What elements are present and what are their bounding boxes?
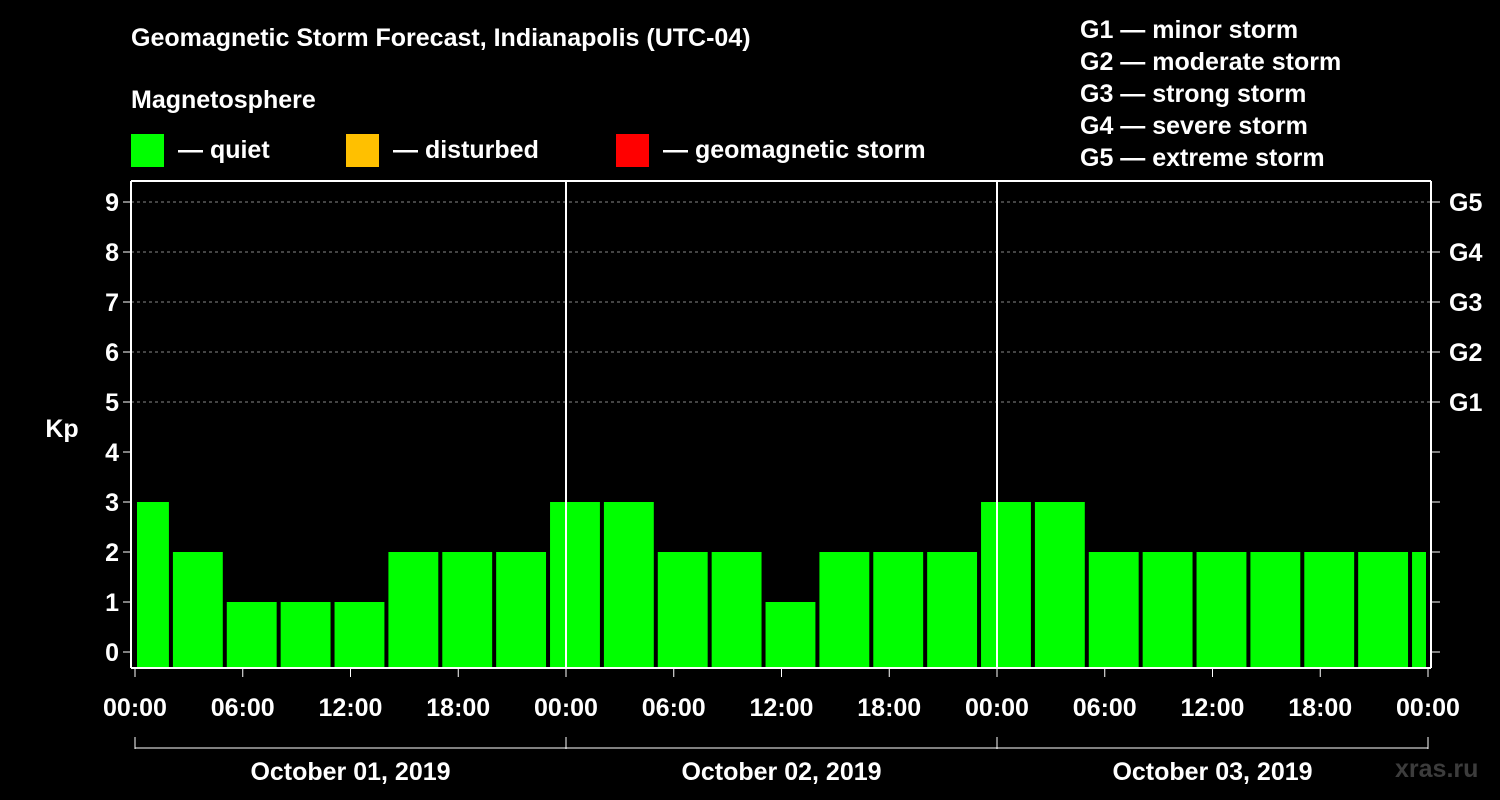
x-tick-label-8: 00:00 — [965, 694, 1029, 722]
bar-13 — [765, 602, 816, 668]
x-tick-label-3: 18:00 — [426, 694, 490, 722]
legend-disturbed: — disturbed — [346, 133, 539, 167]
right-axis-label-g2: G2 — [1449, 339, 1482, 367]
y-tick-label-3: 3 — [105, 489, 119, 517]
bar-11 — [657, 552, 708, 668]
bar-23 — [1304, 552, 1355, 668]
storm-scale-g3: G3 — strong storm — [1080, 80, 1307, 108]
y-tick-label-6: 6 — [105, 339, 119, 367]
bar-10 — [603, 502, 654, 668]
right-axis-label-g1: G1 — [1449, 389, 1482, 417]
bar-18 — [1034, 502, 1085, 668]
bar-5 — [334, 602, 385, 668]
y-tick-label-8: 8 — [105, 239, 119, 267]
legend-disturbed-label: — disturbed — [393, 135, 539, 164]
storm-scale-g5: G5 — extreme storm — [1080, 144, 1325, 172]
y-tick-label-1: 1 — [105, 589, 119, 617]
magnetosphere-heading: Magnetosphere — [131, 86, 316, 114]
bar-12 — [711, 552, 762, 668]
legend-quiet-swatch — [131, 133, 164, 167]
y-tick-label-2: 2 — [105, 539, 119, 567]
legend-storm-swatch — [616, 133, 649, 167]
storm-scale-g4: G4 — severe storm — [1080, 112, 1308, 140]
bar-14 — [819, 552, 870, 668]
bar-9 — [550, 502, 600, 668]
x-tick-label-1: 06:00 — [211, 694, 275, 722]
x-tick-label-11: 18:00 — [1288, 694, 1352, 722]
legend-storm: — geomagnetic storm — [616, 133, 926, 167]
day-label-1: October 01, 2019 — [250, 758, 450, 786]
chart-title: Geomagnetic Storm Forecast, Indianapolis… — [131, 24, 751, 52]
bar-7 — [442, 552, 493, 668]
x-tick-label-12: 00:00 — [1396, 694, 1460, 722]
day-label-3: October 03, 2019 — [1112, 758, 1312, 786]
bar-17 — [981, 502, 1031, 668]
x-tick-label-4: 00:00 — [534, 694, 598, 722]
storm-scale-legend: G1 — minor storm G2 — moderate storm G3 … — [1080, 14, 1341, 174]
right-axis-label-g4: G4 — [1449, 239, 1482, 267]
bar-6 — [388, 552, 439, 668]
x-tick-label-5: 06:00 — [642, 694, 706, 722]
y-tick-label-0: 0 — [105, 639, 119, 667]
bar-15 — [873, 552, 924, 668]
storm-scale-g1: G1 — minor storm — [1080, 16, 1299, 44]
x-tick-label-0: 00:00 — [103, 694, 167, 722]
bar-2 — [172, 552, 223, 668]
bar-16 — [927, 552, 978, 668]
bar-25 — [1412, 552, 1426, 668]
bar-1 — [137, 502, 169, 668]
bar-20 — [1142, 552, 1193, 668]
bar-8 — [496, 552, 547, 668]
x-tick-label-2: 12:00 — [319, 694, 383, 722]
right-axis-label-g5: G5 — [1449, 189, 1482, 217]
y-axis-title: Kp — [45, 415, 78, 443]
y-tick-label-5: 5 — [105, 389, 119, 417]
x-tick-label-9: 06:00 — [1073, 694, 1137, 722]
bar-21 — [1196, 552, 1247, 668]
legend-quiet: — quiet — [131, 133, 270, 167]
bar-3 — [226, 602, 277, 668]
legend-storm-label: — geomagnetic storm — [663, 135, 926, 164]
bar-22 — [1250, 552, 1301, 668]
x-tick-label-10: 12:00 — [1181, 694, 1245, 722]
bar-4 — [280, 602, 331, 668]
legend-quiet-label: — quiet — [178, 135, 270, 164]
y-tick-label-9: 9 — [105, 189, 119, 217]
right-axis-label-g3: G3 — [1449, 289, 1482, 317]
bar-19 — [1088, 552, 1139, 668]
y-tick-label-7: 7 — [105, 289, 119, 317]
storm-scale-g2: G2 — moderate storm — [1080, 48, 1342, 76]
day-label-2: October 02, 2019 — [681, 758, 881, 786]
x-tick-label-7: 18:00 — [857, 694, 921, 722]
watermark: xras.ru — [1395, 755, 1479, 783]
x-tick-label-6: 12:00 — [750, 694, 814, 722]
legend-disturbed-swatch — [346, 133, 379, 167]
bar-24 — [1358, 552, 1409, 668]
y-tick-label-4: 4 — [105, 439, 119, 467]
